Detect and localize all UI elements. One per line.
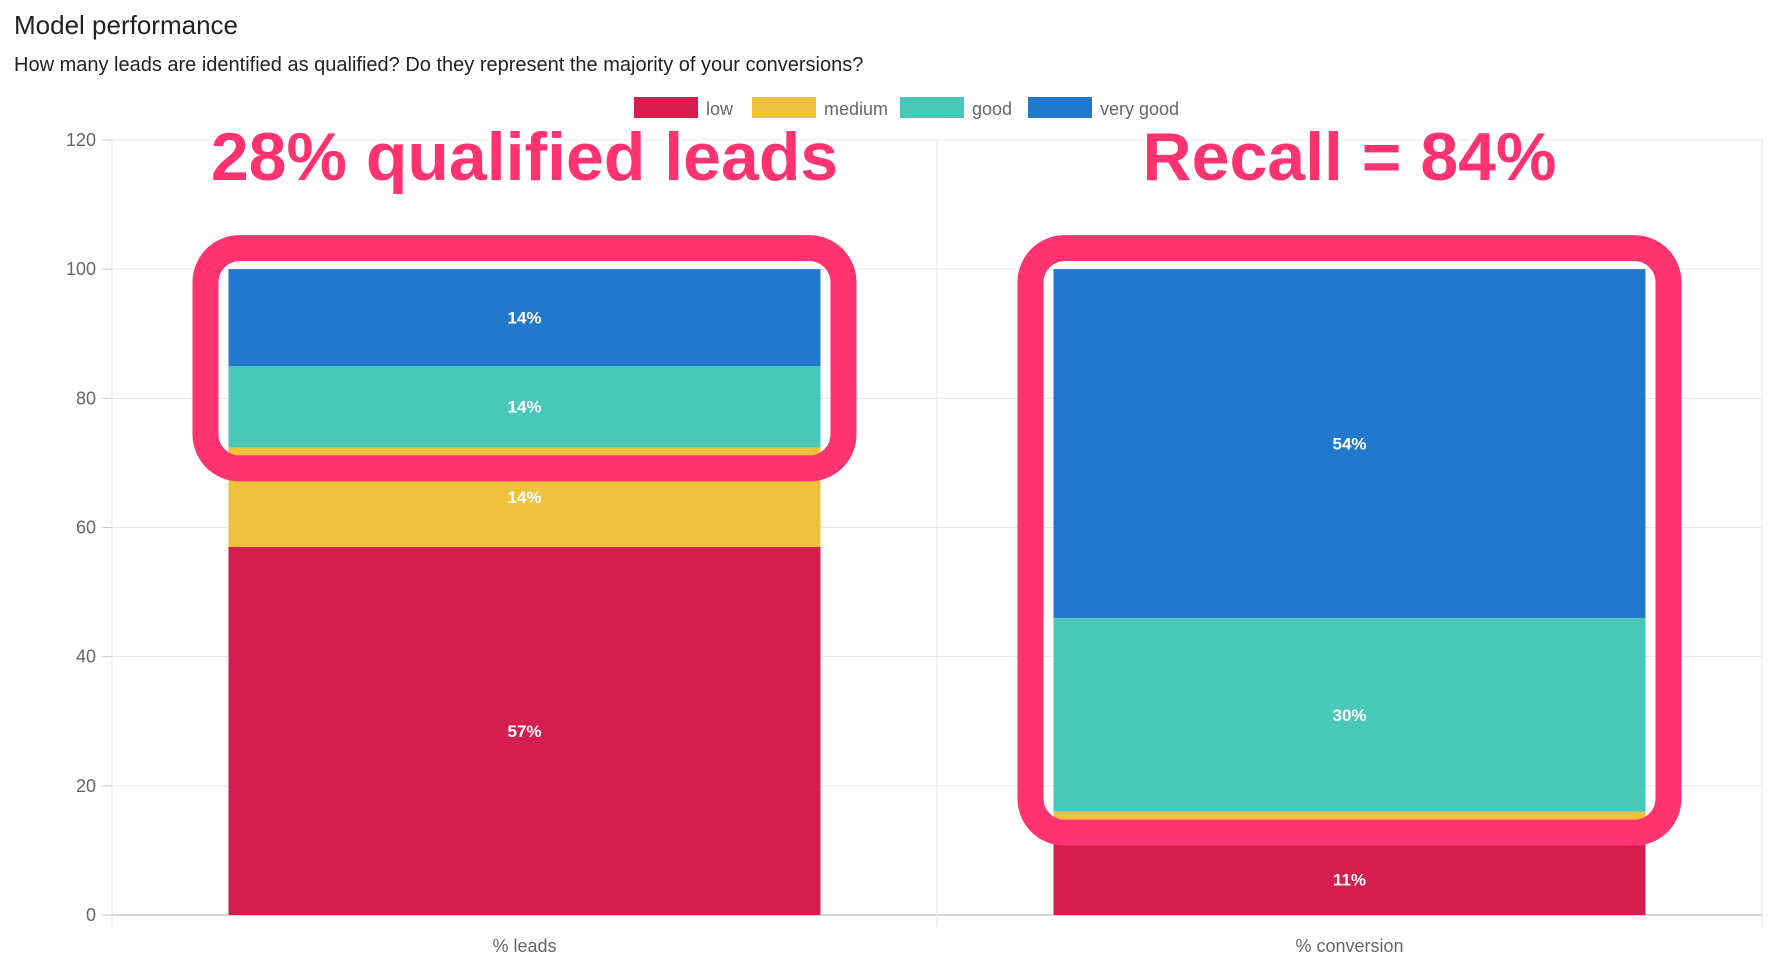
legend-swatch[interactable]	[900, 97, 964, 118]
bar-segment[interactable]	[1053, 617, 1646, 812]
highlight-frame	[1017, 235, 1682, 846]
legend-label[interactable]: good	[972, 99, 1012, 119]
page-subtitle: How many leads are identified as qualifi…	[14, 54, 864, 76]
bar-segment[interactable]	[228, 366, 821, 448]
data-label: 54%	[1332, 435, 1366, 454]
y-tick-label: 60	[76, 518, 96, 538]
data-label: 14%	[507, 398, 541, 417]
data-label: 14%	[507, 309, 541, 328]
legend-swatch[interactable]	[752, 97, 816, 118]
data-label: 30%	[1332, 706, 1366, 725]
callout-annotation: Recall = 84%	[1143, 119, 1557, 195]
legend-swatch[interactable]	[1028, 97, 1092, 118]
bar-segment[interactable]	[228, 546, 821, 915]
y-tick-label: 40	[76, 647, 96, 667]
y-tick-label: 100	[66, 259, 96, 279]
y-tick-label: 120	[66, 130, 96, 150]
highlight-frame	[192, 235, 857, 482]
data-label: 11%	[1333, 870, 1366, 889]
y-tick-label: 0	[86, 905, 96, 925]
legend-swatch[interactable]	[634, 97, 698, 118]
legend-label[interactable]: very good	[1100, 99, 1179, 119]
y-tick-label: 80	[76, 388, 96, 408]
page-title: Model performance	[14, 10, 238, 40]
data-label: 57%	[507, 722, 541, 741]
callout-annotation: 28% qualified leads	[211, 119, 838, 195]
y-tick-label: 20	[76, 776, 96, 796]
legend-label[interactable]: low	[706, 99, 734, 119]
bar-segment[interactable]	[1053, 269, 1646, 618]
legend-label[interactable]: medium	[824, 99, 888, 119]
x-category-label: % conversion	[1295, 936, 1403, 956]
data-label: 14%	[507, 488, 541, 507]
x-category-label: % leads	[492, 936, 556, 956]
bar-segment[interactable]	[1053, 843, 1646, 915]
bar-segment[interactable]	[228, 269, 821, 367]
